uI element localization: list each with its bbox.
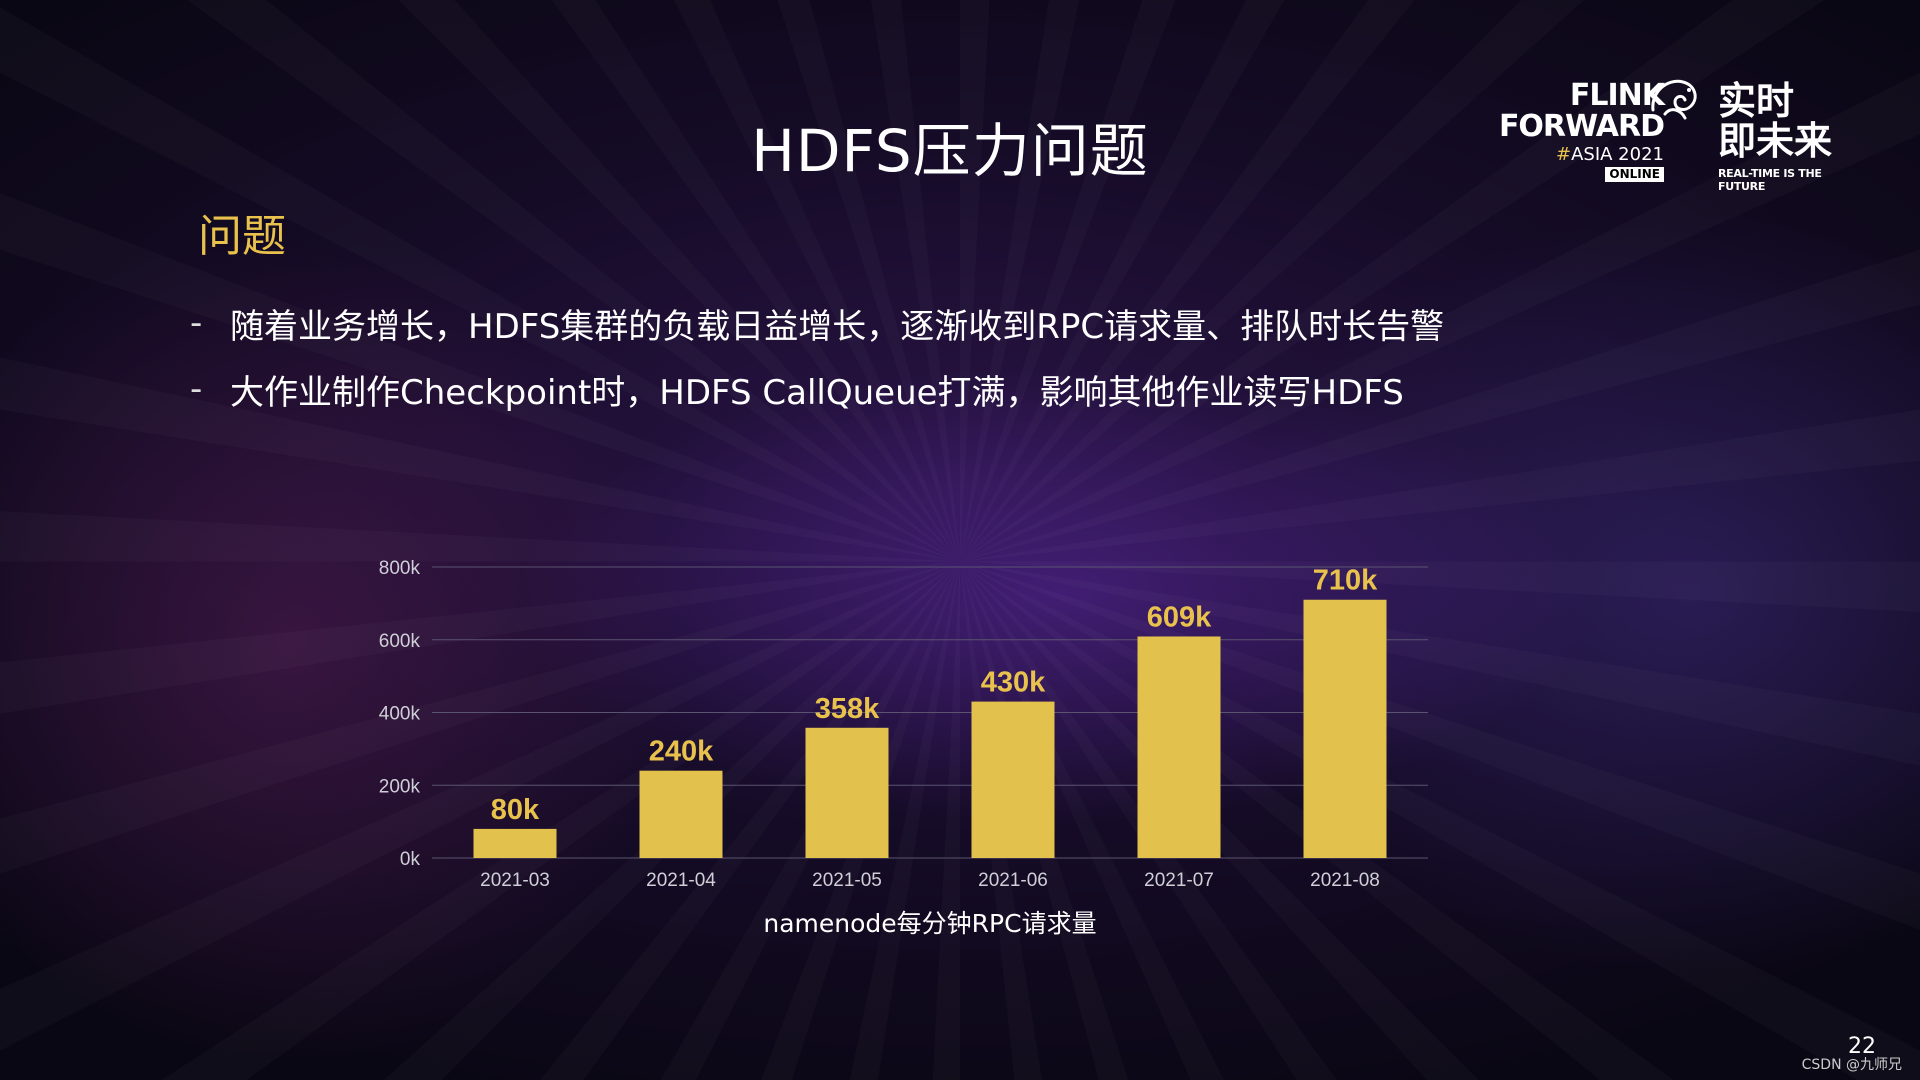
bar [1137,636,1221,858]
x-tick-label: 2021-06 [978,870,1048,891]
bullet-item: - 随着业务增长，HDFS集群的负载日益增长，逐渐收到RPC请求量、排队时长告警 [190,290,1444,356]
bullet-marker: - [190,303,203,343]
bullet-text: 随着业务增长，HDFS集群的负载日益增长，逐渐收到RPC请求量、排队时长告警 [230,306,1445,347]
bullet-marker: - [190,369,203,409]
data-label: 609k [1147,601,1212,633]
logo-cn-line2: 即未来 [1718,119,1833,163]
flink-forward-logo: FLINK FORWARD #ASIA 2021 ONLINE 实时 即未来 R… [1499,70,1840,194]
logo-cn-line1: 实时 [1718,79,1795,123]
data-label: 358k [815,693,880,725]
bar [473,828,557,858]
logo-hash: # [1556,144,1572,165]
bullet-item: - 大作业制作Checkpoint时，HDFS CallQueue打满，影响其他… [190,356,1444,422]
watermark: CSDN @九师兄 [1801,1057,1902,1073]
logo-event-text: #ASIA 2021 [1556,144,1664,166]
bullet-list: - 随着业务增长，HDFS集群的负载日益增长，逐渐收到RPC请求量、排队时长告警… [190,290,1444,422]
x-axis-title: namenode每分钟RPC请求量 [763,909,1096,938]
data-label: 710k [1313,565,1378,597]
page-number: 22 [1848,1034,1876,1059]
y-tick-label: 200k [379,776,421,797]
y-tick-label: 0k [400,849,421,870]
logo-tagline: REAL-TIME IS THE FUTURE [1718,167,1822,193]
y-tick-label: 600k [379,631,421,652]
bar [639,770,723,858]
data-label: 80k [491,794,540,826]
x-tick-label: 2021-04 [646,870,716,891]
logo-flink-text: FLINK [1569,78,1665,113]
x-tick-label: 2021-03 [480,870,550,891]
bar-chart: 0k 200k 400k 600k 800k 80k 2021-03 240k 2021-04 3… [379,558,1428,938]
section-heading: 问题 [198,211,286,262]
slide-title: HDFS压力问题 [751,117,1149,185]
logo-online-badge: ONLINE [1605,167,1664,182]
x-tick-label: 2021-08 [1310,870,1380,891]
y-tick-label: 400k [379,704,421,725]
logo-event-name: ASIA 2021 [1571,144,1664,165]
logo-forward-text: FORWARD [1498,109,1665,144]
bullet-text: 大作业制作Checkpoint时，HDFS CallQueue打满，影响其他作业… [230,372,1404,413]
bar [971,701,1055,858]
x-tick-label: 2021-07 [1144,870,1214,891]
bar [1303,599,1387,858]
data-label: 430k [981,667,1046,699]
squirrel-icon [1651,79,1697,120]
x-tick-label: 2021-05 [812,870,882,891]
data-label: 240k [649,736,714,768]
bar [805,727,889,858]
y-tick-label: 800k [379,558,421,579]
